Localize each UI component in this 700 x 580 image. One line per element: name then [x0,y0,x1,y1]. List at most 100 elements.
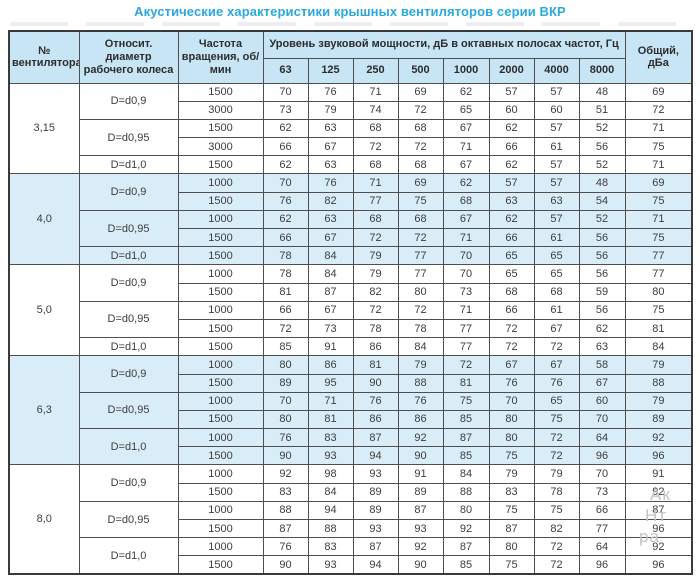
sound-level-cell: 62 [262,209,309,230]
rpm-cell: 1500 [177,446,264,466]
sound-level-cell: 72 [533,537,580,557]
sound-level-cell: 87 [307,282,354,302]
rpm-cell: 1000 [177,500,264,521]
rpm-cell: 1000 [177,173,264,193]
table-row: D=d1,0 1500 62 63 68 68 67 62 57 52 71 [9,155,693,175]
col-header-freq-125: 125 [307,57,354,84]
sound-level-cell: 72 [488,318,535,339]
table-row: D=d1,0 1000 76 83 87 92 87 80 72 64 92 [9,428,693,466]
diameter-cell: D=d1,0 [78,537,179,575]
sound-level-cell: 70 [262,82,309,102]
sound-level-cell: 68 [352,155,399,175]
sound-level-cell: 89 [397,482,444,502]
total-dba-cell: 72 [624,100,693,120]
sound-level-cell: 78 [397,318,444,339]
total-dba-cell: 92 [624,537,693,557]
table-row: 1500 87 88 93 93 92 87 82 77 96 [9,518,693,539]
sound-level-cell: 86 [397,409,444,430]
sound-level-cell: 84 [307,246,354,266]
diameter-cell: D=d0,9 [78,464,179,502]
total-dba-cell: 89 [624,409,693,430]
sound-level-cell: 72 [352,300,399,320]
sound-level-cell: 83 [488,482,535,502]
sound-level-cell: 80 [262,355,309,375]
sound-level-cell: 70 [262,173,309,193]
sound-level-cell: 72 [397,137,444,157]
rpm-cell: 3000 [177,100,264,120]
sound-level-cell: 63 [307,118,354,139]
sound-level-cell: 78 [262,246,309,266]
col-header-freq-1000: 1000 [442,57,490,84]
sound-level-cell: 75 [488,446,535,466]
sound-level-cell: 67 [442,155,490,175]
sound-level-cell: 84 [442,464,490,484]
total-dba-cell: 92 [624,482,693,502]
total-dba-cell: 79 [624,391,693,411]
fan-number-cell: 8,0 [8,464,80,575]
total-dba-cell: 77 [624,264,693,284]
sound-level-cell: 57 [533,155,580,175]
sound-level-cell: 56 [578,227,626,248]
sound-level-cell: 73 [307,318,354,339]
sound-level-cell: 77 [442,318,490,339]
sound-level-cell: 90 [262,555,309,575]
table-row: 4,0 D=d0,9 1000 70 76 71 69 62 57 57 48 69 [8,173,693,266]
sound-level-cell: 65 [442,100,490,120]
sound-level-cell: 88 [442,482,490,502]
sound-level-cell: 80 [488,537,535,557]
total-dba-cell: 77 [624,246,693,266]
sound-level-cell: 94 [352,555,399,575]
sound-level-cell: 72 [442,355,490,375]
sound-level-cell: 71 [307,391,354,411]
rpm-cell: 1500 [177,409,264,430]
sound-level-cell: 63 [533,191,580,211]
total-dba-cell: 79 [624,355,693,375]
sound-level-cell: 79 [352,246,399,266]
watermark: Ак Нт ра [636,484,700,547]
sound-level-cell: 61 [533,300,580,320]
sound-level-cell: 87 [442,537,490,557]
sound-level-cell: 87 [442,428,490,448]
sound-level-cell: 82 [307,191,354,211]
table-row: 3,15 D=d0,9 1500 70 76 71 69 62 57 57 48 69 [8,82,693,175]
sound-level-cell: 72 [488,337,535,357]
diameter-cell: D=d0,9 [78,82,179,120]
rpm-cell: 1000 [177,300,264,320]
sound-level-cell: 59 [578,282,626,302]
sound-level-cell: 79 [397,355,444,375]
page-title: Акустические характеристики крышных вент… [134,4,566,19]
sound-level-cell: 81 [262,282,309,302]
col-header-freq-500: 500 [397,57,444,84]
sound-level-cell: 75 [442,391,490,411]
sound-level-cell: 89 [352,500,399,521]
total-dba-cell: 84 [624,337,693,357]
sound-level-cell: 70 [488,391,535,411]
sound-level-cell: 75 [533,409,580,430]
sound-level-cell: 54 [578,191,626,211]
sound-level-cell: 72 [352,137,399,157]
table-row: D=d1,0 1500 85 91 86 84 77 72 72 63 84 [9,337,693,357]
table-row: 1500 90 93 94 90 85 75 72 96 96 [9,555,693,575]
col-header-freq-8000: 8000 [578,57,626,84]
sound-level-cell: 67 [307,227,354,248]
sound-level-cell: 72 [397,300,444,320]
sound-level-cell: 70 [578,409,626,430]
total-dba-cell: 80 [624,282,693,302]
diameter-cell: D=d0,95 [78,300,179,339]
table-body: 3,15 D=d0,9 1500 70 76 71 69 62 57 57 48 69 3000 73 79… [8,82,693,575]
sound-level-cell: 83 [307,428,354,448]
table-row: 1500 80 81 86 86 85 80 75 70 89 [9,409,693,430]
col-header-freq-63: 63 [262,57,309,84]
total-dba-cell: 75 [624,137,693,157]
diameter-cell: D=d0,95 [78,118,179,157]
rpm-cell: 1500 [177,337,264,357]
total-dba-cell: 71 [624,118,693,139]
sound-level-cell: 62 [488,118,535,139]
sound-level-cell: 68 [488,282,535,302]
table-row: 1500 90 93 94 90 85 75 72 96 96 [9,446,693,466]
rpm-cell: 1000 [177,464,264,484]
sound-level-cell: 87 [262,518,309,539]
total-dba-cell: 92 [624,428,693,448]
sound-level-cell: 93 [307,555,354,575]
sound-level-cell: 90 [397,446,444,466]
